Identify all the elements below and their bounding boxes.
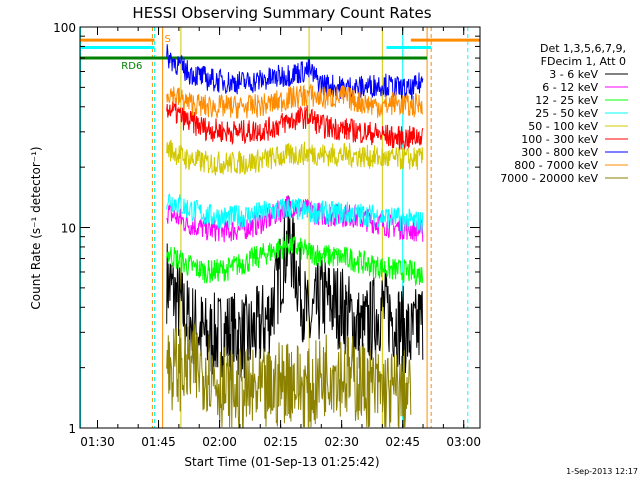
- legend-label-8: 7000 - 20000 keV: [500, 172, 598, 185]
- legend-label-7: 800 - 7000 keV: [514, 159, 598, 172]
- annotation-rd6: RD6: [121, 61, 142, 72]
- y-tick-labels: 1 10 100: [53, 21, 76, 436]
- x-tick-labels: 01:30 01:45 02:00 02:15 02:30 02:45 03:00: [80, 435, 481, 449]
- x-tick-label-4: 02:30: [324, 435, 359, 449]
- x-axis-label: Start Time (01-Sep-13 01:25:42): [184, 455, 379, 469]
- data-series: [166, 44, 424, 428]
- series-line-8: [166, 323, 412, 428]
- legend-label-0: 3 - 6 keV: [549, 68, 598, 81]
- x-tick-label-3: 02:15: [263, 435, 298, 449]
- legend-header-1: FDecim 1, Att 0: [541, 55, 626, 68]
- series-line-6: [166, 44, 424, 102]
- legend-label-2: 12 - 25 keV: [535, 94, 598, 107]
- legend-label-6: 300 - 800 keV: [521, 146, 598, 159]
- series-line-3: [166, 192, 424, 234]
- annotation-s: S: [165, 34, 171, 45]
- series-line-2: [166, 234, 424, 287]
- y-tick-label-0: 1: [68, 422, 76, 436]
- series-line-5: [166, 101, 424, 151]
- axes: [79, 26, 481, 429]
- legend-label-3: 25 - 50 keV: [535, 107, 598, 120]
- x-tick-label-1: 01:45: [141, 435, 176, 449]
- legend-label-5: 100 - 300 keV: [521, 133, 598, 146]
- x-tick-label-6: 03:00: [446, 435, 481, 449]
- y-axis-label: Count Rate (s⁻¹ detector⁻¹): [29, 146, 43, 309]
- legend-label-4: 50 - 100 keV: [528, 120, 598, 133]
- y-tick-label-2: 100: [53, 21, 76, 35]
- legend-header-0: Det 1,3,5,6,7,9,: [540, 42, 626, 55]
- x-tick-label-5: 02:45: [385, 435, 420, 449]
- legend-label-1: 6 - 12 keV: [542, 81, 598, 94]
- series-line-7: [166, 83, 424, 119]
- x-tick-label-2: 02:00: [202, 435, 237, 449]
- series-line-4: [166, 139, 424, 177]
- chart-title: HESSI Observing Summary Count Rates: [132, 4, 431, 22]
- annotations: S RD6: [121, 34, 171, 72]
- y-tick-label-1: 10: [61, 222, 76, 236]
- x-tick-label-0: 01:30: [80, 435, 115, 449]
- legend: Det 1,3,5,6,7,9,FDecim 1, Att 03 - 6 keV…: [500, 42, 628, 185]
- timestamp-stamp: 1-Sep-2013 12:17: [566, 467, 638, 476]
